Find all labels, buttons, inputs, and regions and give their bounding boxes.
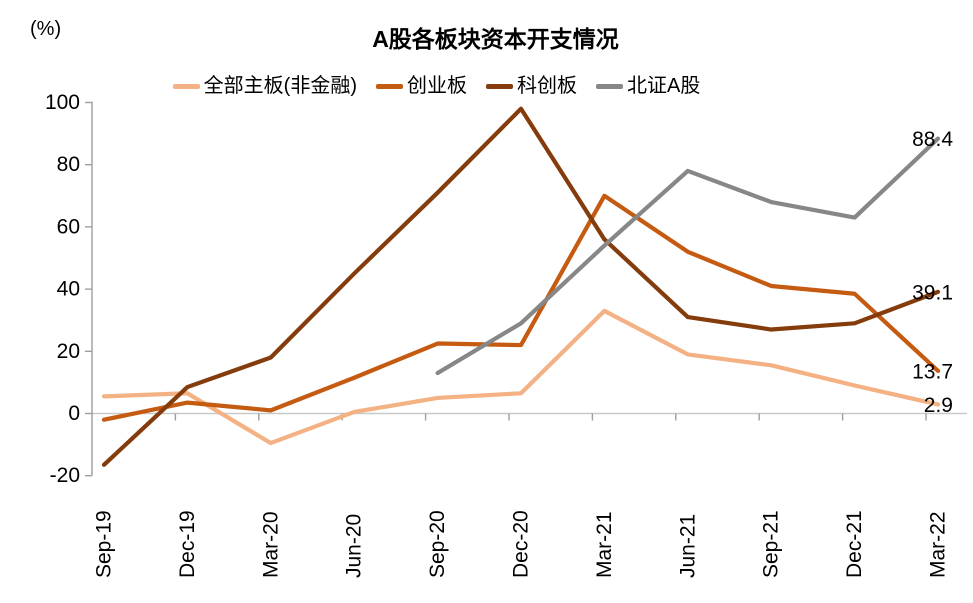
legend-item-star-market: 科创板: [485, 75, 577, 97]
series-line-1: [101, 193, 941, 422]
y-axis-label: 0: [68, 402, 80, 425]
legend-swatch-icon: [375, 83, 403, 89]
x-axis-label: Dec-21: [843, 510, 866, 578]
y-axis-label: 80: [57, 153, 80, 176]
x-axis-label: Dec-19: [176, 510, 199, 578]
x-axis-label: Sep-21: [760, 510, 783, 578]
legend-item-chinext: 创业板: [375, 75, 467, 97]
legend-swatch-icon: [595, 83, 623, 89]
legend-swatch-icon: [172, 83, 200, 89]
legend-item-bse: 北证A股: [595, 75, 701, 97]
x-axis-label: Jun-21: [676, 514, 699, 578]
y-axis-label: -20: [50, 464, 80, 487]
series-end-label-2: 39.1: [912, 281, 953, 304]
series-end-label-1: 13.7: [912, 360, 953, 383]
x-axis-label: Sep-19: [93, 510, 116, 578]
chart-title: A股各板块资本开支情况: [372, 26, 619, 52]
legend-label: 科创板: [516, 75, 577, 97]
series-end-label-3: 88.4: [912, 128, 953, 151]
legend: 全部主板(非金融) 创业板 科创板 北证A股: [150, 76, 723, 96]
legend-label: 创业板: [406, 75, 467, 97]
x-axis-label: Jun-20: [343, 514, 366, 578]
series-line-2: [101, 106, 941, 467]
x-axis-label: Mar-22: [927, 511, 950, 578]
y-axis-label: 40: [57, 278, 80, 301]
legend-swatch-icon: [485, 83, 513, 89]
x-axis-label: Mar-20: [259, 511, 282, 578]
y-axis-unit-label: (%): [30, 18, 62, 40]
x-axis-label: Dec-20: [510, 510, 533, 578]
x-axis-label: Mar-21: [593, 511, 616, 578]
y-axis-label: 20: [57, 340, 80, 363]
series-line-0: [101, 308, 941, 446]
legend-item-main-board: 全部主板(非金融): [172, 75, 357, 97]
legend-label: 全部主板(非金融): [203, 75, 357, 97]
x-axis-label: Sep-20: [426, 510, 449, 578]
series-end-label-0: 2.9: [924, 394, 953, 417]
series-line-3: [435, 136, 941, 376]
y-axis-label: 60: [57, 215, 80, 238]
legend-label: 北证A股: [626, 75, 701, 97]
y-axis-label: 100: [45, 91, 80, 114]
